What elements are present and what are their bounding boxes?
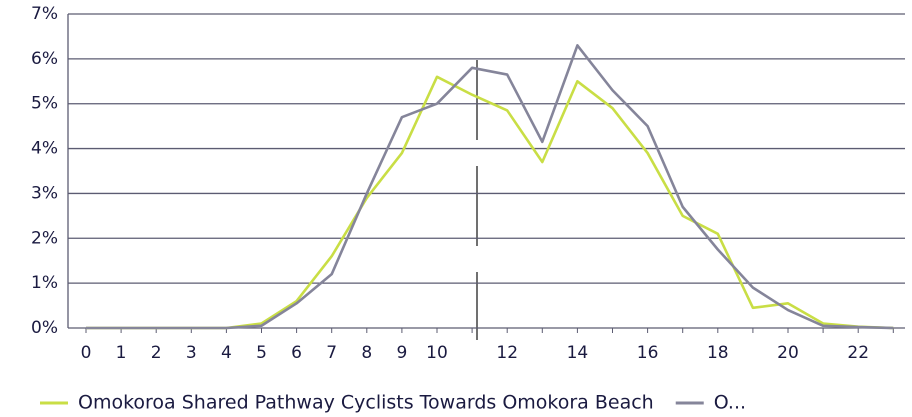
legend-label: Omokoroa Shared Pathway Cyclists Towards… [78, 392, 654, 414]
x-tick-label: 10 [426, 343, 448, 363]
series-line [86, 75, 894, 330]
x-tick-label: 0 [81, 343, 92, 363]
x-tick-label: 7 [326, 343, 337, 363]
x-tick-label: 2 [151, 343, 162, 363]
x-tick-label: 9 [396, 343, 407, 363]
series-line [86, 44, 894, 330]
y-tick-label: 6% [31, 49, 58, 69]
y-tick-label: 1% [31, 273, 58, 293]
x-tick-label: 18 [707, 343, 729, 363]
x-tick-label: 1 [116, 343, 127, 363]
x-tick-label: 16 [637, 343, 659, 363]
y-tick-label: 4% [31, 139, 58, 159]
y-tick-label: 0% [31, 318, 58, 338]
x-tick-label: 5 [256, 343, 267, 363]
x-tick-label: 8 [361, 343, 372, 363]
x-tick-label: 22 [847, 343, 869, 363]
legend-label: O... [714, 392, 746, 414]
y-tick-label: 7% [31, 4, 58, 24]
x-tick-label: 4 [221, 343, 232, 363]
x-tick-label: 14 [567, 343, 589, 363]
x-tick-label: 6 [291, 343, 302, 363]
x-tick-label: 20 [777, 343, 799, 363]
x-tick-label: 12 [496, 343, 518, 363]
y-tick-label: 2% [31, 228, 58, 248]
x-tick-label: 3 [186, 343, 197, 363]
y-tick-label: 3% [31, 183, 58, 203]
y-tick-label: 5% [31, 94, 58, 114]
plot: 0%1%2%3%4%5%6%7%0 1 2 3 4 5 6 7 8 9 10 12 14 16 18 20 22… [31, 4, 905, 414]
